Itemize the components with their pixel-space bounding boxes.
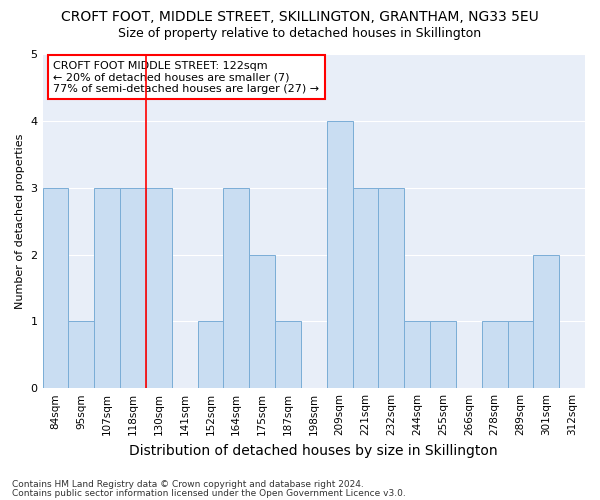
Bar: [326, 121, 353, 388]
Bar: [508, 322, 533, 388]
Bar: [146, 188, 172, 388]
Bar: [430, 322, 456, 388]
Bar: [533, 254, 559, 388]
Bar: [353, 188, 379, 388]
Bar: [223, 188, 249, 388]
Bar: [43, 188, 68, 388]
Text: Contains HM Land Registry data © Crown copyright and database right 2024.: Contains HM Land Registry data © Crown c…: [12, 480, 364, 489]
Bar: [379, 188, 404, 388]
Text: CROFT FOOT, MIDDLE STREET, SKILLINGTON, GRANTHAM, NG33 5EU: CROFT FOOT, MIDDLE STREET, SKILLINGTON, …: [61, 10, 539, 24]
Y-axis label: Number of detached properties: Number of detached properties: [15, 134, 25, 309]
Text: CROFT FOOT MIDDLE STREET: 122sqm
← 20% of detached houses are smaller (7)
77% of: CROFT FOOT MIDDLE STREET: 122sqm ← 20% o…: [53, 60, 320, 94]
Bar: [482, 322, 508, 388]
Bar: [249, 254, 275, 388]
Bar: [275, 322, 301, 388]
Bar: [120, 188, 146, 388]
Text: Contains public sector information licensed under the Open Government Licence v3: Contains public sector information licen…: [12, 488, 406, 498]
Bar: [197, 322, 223, 388]
Bar: [94, 188, 120, 388]
Bar: [404, 322, 430, 388]
X-axis label: Distribution of detached houses by size in Skillington: Distribution of detached houses by size …: [130, 444, 498, 458]
Text: Size of property relative to detached houses in Skillington: Size of property relative to detached ho…: [118, 28, 482, 40]
Bar: [68, 322, 94, 388]
